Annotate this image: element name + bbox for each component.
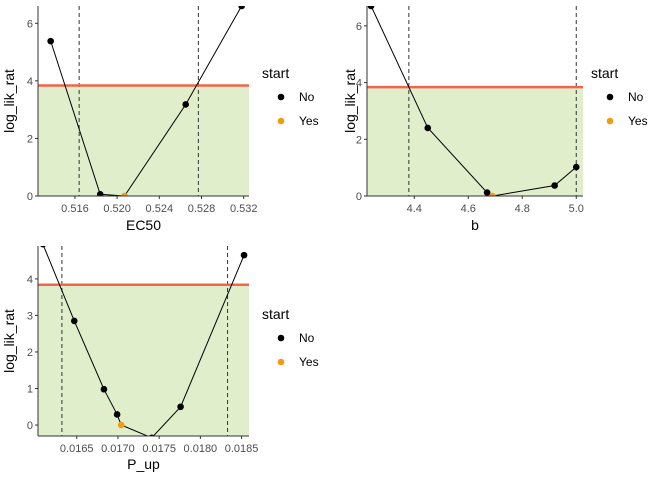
legend-label-yes: Yes	[628, 114, 648, 128]
chart-panel-ec50: 0 2 4 6 0.516 0.520 0.524 0.528 0.532 EC50 log_lik…	[1, 6, 319, 233]
data-point-no	[182, 101, 189, 108]
data-point-no	[551, 182, 558, 189]
y-axis-title: log_lik_rat	[1, 309, 17, 373]
legend-label-no: No	[299, 90, 315, 104]
legend-label-yes: Yes	[299, 355, 319, 369]
y-tick-label: 4	[356, 78, 362, 90]
data-point-no	[113, 411, 121, 418]
data-point-no	[483, 189, 491, 196]
legend-title: start	[262, 65, 289, 81]
x-tick-label: 0.0165	[60, 443, 94, 455]
data-point-no	[70, 317, 78, 325]
chart-panel-b: 0 2 4 6 4.4 4.6 4.8 5.0 b log_lik_rat start No Yes	[342, 6, 648, 233]
plot-area	[38, 6, 249, 196]
profile-line	[43, 246, 245, 436]
profile-line	[50, 6, 243, 196]
data-point-no	[572, 163, 580, 171]
y-tick-label: 4	[27, 274, 33, 286]
x-tick-label: 4.4	[407, 203, 422, 215]
y-tick-label: 0	[27, 191, 33, 203]
confidence-band	[38, 284, 249, 436]
y-tick-label: 1	[27, 384, 33, 396]
x-tick-label: 0.0170	[101, 443, 135, 455]
plot-area	[38, 246, 249, 436]
legend-key-no	[606, 93, 614, 101]
x-tick-label: 0.524	[146, 203, 174, 215]
legend-title: start	[262, 306, 289, 322]
y-axis-title: log_lik_rat	[342, 69, 358, 133]
x-tick-label: 5.0	[569, 203, 584, 215]
y-tick-label: 4	[27, 76, 33, 88]
legend-label-yes: Yes	[299, 114, 319, 128]
legend-key-no	[277, 334, 285, 342]
x-tick-label: 0.0185	[225, 443, 259, 455]
x-tick-label: 4.8	[515, 203, 530, 215]
x-tick-label: 0.0180	[184, 443, 218, 455]
y-tick-label: 2	[356, 134, 362, 146]
legend-key-yes	[277, 117, 285, 125]
legend-key-yes	[277, 358, 285, 366]
data-point-no	[40, 246, 46, 248]
data-point-no	[47, 37, 54, 45]
plot-area	[367, 6, 583, 196]
y-axis-title: log_lik_rat	[1, 69, 17, 133]
data-point-no	[177, 403, 184, 411]
x-tick-label: 0.0175	[142, 443, 176, 455]
legend-key-yes	[606, 117, 614, 125]
y-tick-label: 2	[27, 347, 33, 359]
data-point-no	[96, 190, 104, 196]
legend: start No Yes	[591, 65, 648, 128]
data-point-yes	[117, 421, 125, 429]
legend: start No Yes	[262, 306, 319, 369]
y-tick-label: 3	[27, 310, 33, 322]
y-tick-label: 0	[356, 191, 362, 203]
legend-title: start	[591, 65, 618, 81]
legend-label-no: No	[299, 331, 315, 345]
data-point-no	[424, 124, 432, 132]
legend-key-no	[277, 93, 285, 101]
x-tick-label: 4.6	[461, 203, 476, 215]
y-tick-label: 6	[356, 21, 362, 33]
legend: start No Yes	[262, 65, 319, 128]
y-tick-label: 6	[27, 18, 33, 30]
data-point-no	[238, 6, 245, 10]
legend-label-no: No	[628, 90, 644, 104]
x-axis-title: b	[471, 217, 479, 233]
chart-panel-p_up: 0 1 2 3 4 0.0165 0.0170 0.0175 0.0180 0.0185 P_up l…	[1, 246, 319, 472]
x-tick-label: 0.516	[61, 203, 89, 215]
data-point-no	[100, 385, 108, 393]
x-axis-title: P_up	[127, 456, 160, 472]
data-point-yes	[489, 192, 496, 196]
data-point-no	[367, 6, 375, 10]
x-tick-label: 0.528	[188, 203, 216, 215]
confidence-band	[367, 87, 583, 196]
y-tick-label: 0	[27, 420, 33, 432]
x-axis-title: EC50	[126, 217, 161, 233]
y-tick-label: 2	[27, 133, 33, 145]
x-tick-label: 0.532	[230, 203, 258, 215]
data-point-yes	[121, 192, 128, 196]
data-point-no	[240, 251, 248, 259]
confidence-band	[38, 85, 249, 196]
x-tick-label: 0.520	[103, 203, 131, 215]
